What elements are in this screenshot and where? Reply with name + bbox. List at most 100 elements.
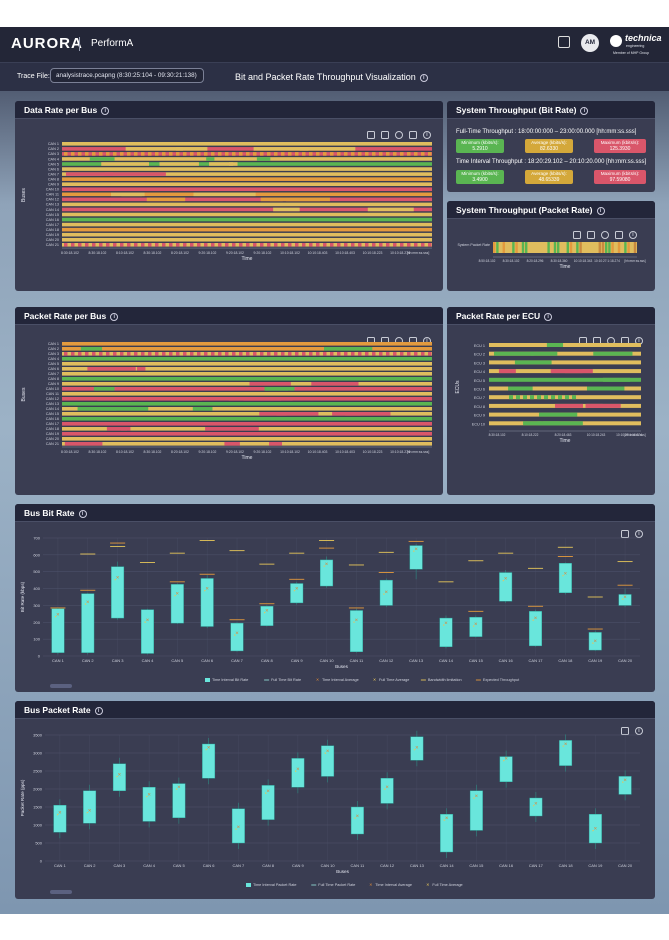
packet-ecu-info-icon[interactable]: i	[544, 312, 553, 321]
full-average-marker: ▸	[295, 769, 297, 773]
heatmap-cell	[302, 352, 306, 356]
full-average-marker: ▸	[592, 641, 594, 645]
top-bar	[0, 27, 669, 63]
chart-info-icon[interactable]: i	[629, 230, 637, 239]
heatmap-cell	[295, 352, 299, 356]
heatmap-cell	[62, 237, 432, 242]
full-average-marker: ▸	[234, 633, 236, 637]
heatmap-cell	[400, 243, 404, 247]
heatmap-cell	[62, 442, 432, 446]
row-label: CAN 2	[48, 147, 59, 151]
heatmap-cell	[190, 243, 194, 247]
export-report-icon[interactable]	[558, 36, 570, 48]
box	[202, 743, 216, 779]
bus-bit-rate-chart[interactable]: 0 100 200 300 400 500 600 700 Bit Rate (kbps) CAN…	[15, 504, 655, 692]
heatmap-cell	[633, 242, 637, 253]
row-label: CAN 10	[46, 387, 59, 391]
heatmap-cell	[386, 152, 390, 156]
system-packet-heatmap[interactable]: System Packet Rate 8:50:18.102 8:30:18.102…	[447, 201, 655, 291]
download-icon[interactable]	[615, 231, 623, 239]
system-bit-header: System Throughput (Bit Rate) i	[447, 101, 655, 119]
x-tick-label: 9:20:18.102	[254, 450, 272, 454]
user-avatar[interactable]: AM	[581, 34, 599, 52]
heatmap-cell	[232, 352, 236, 356]
packet-ecu-title: Packet Rate per ECU i	[456, 311, 553, 321]
heatmap-cell	[274, 352, 278, 356]
download-icon[interactable]	[621, 727, 629, 735]
zoom-select-icon[interactable]	[367, 131, 375, 139]
heatmap-cell	[523, 395, 527, 400]
heatmap-cell	[530, 351, 558, 356]
average-marker: ✕	[266, 788, 270, 793]
data-rate-info-icon[interactable]: i	[101, 106, 110, 115]
row-label: CAN 19	[46, 233, 59, 237]
heatmap-cell	[579, 242, 582, 253]
row-label: CAN 13	[46, 203, 59, 207]
heatmap-cell	[62, 187, 432, 192]
full-average-marker: ▸	[592, 829, 594, 833]
heatmap-cell	[330, 352, 334, 356]
legend-label: Full Time Average	[379, 678, 409, 682]
bus-packet-rate-scroll-handle[interactable]	[50, 890, 72, 894]
heatmap-cell	[288, 352, 292, 356]
page-info-icon[interactable]: i	[419, 73, 428, 82]
packet-ecu-heatmap[interactable]: ECU 1 ECU 2 ECU 3 ECU 4 ECU 5 ECU 6 ECU 7 ECU 8…	[447, 307, 655, 495]
chart-info-icon[interactable]: i	[635, 529, 643, 538]
zoom-out-icon[interactable]	[381, 131, 389, 139]
box	[559, 740, 573, 766]
brand-subtitle: engineering	[626, 44, 645, 48]
zoom-out-icon[interactable]	[587, 231, 595, 239]
heatmap-cell	[260, 243, 264, 247]
heatmap-cell	[351, 152, 355, 156]
row-label: CAN 15	[46, 213, 59, 217]
heatmap-cell	[62, 222, 432, 227]
heatmap-cell	[85, 352, 89, 356]
box	[529, 611, 542, 647]
x-tick-label: CAN 10	[320, 658, 335, 663]
x-tick-label: 8:50:18.102	[479, 259, 496, 263]
heatmap-cell	[205, 427, 259, 431]
chart-info-icon[interactable]: i	[635, 726, 643, 735]
system-packet-info-icon[interactable]: i	[596, 206, 605, 215]
zoom-select-icon[interactable]	[573, 231, 581, 239]
heatmap-cell	[414, 352, 418, 356]
legend-label: Full Time Average	[432, 883, 462, 887]
row-label: CAN 21	[46, 243, 59, 247]
chart-info-icon[interactable]: i	[423, 130, 431, 139]
bus-packet-rate-chart[interactable]: 0 500 1000 1500 2000 2500 3000 3500 Packet Rate …	[15, 701, 655, 899]
download-icon[interactable]	[409, 131, 417, 139]
trace-file-select[interactable]: analysistrace.pcapng (8:30:25:104 - 09:3…	[50, 68, 204, 83]
heatmap-cell	[276, 412, 319, 416]
bus-packet-rate-info-icon[interactable]: i	[94, 706, 103, 715]
bus-bit-rate-scroll-handle[interactable]	[50, 684, 72, 688]
reset-icon[interactable]	[395, 131, 403, 139]
bus-bit-rate-info-icon[interactable]: i	[78, 509, 87, 518]
packet-rate-info-icon[interactable]: i	[110, 312, 119, 321]
y-tick-label: 200	[33, 620, 40, 625]
x-tick-label: 8:30:18.102	[89, 251, 107, 255]
heatmap-cell	[358, 243, 362, 247]
system-bit-panel: System Throughput (Bit Rate) i Full-Time …	[447, 101, 655, 192]
heatmap-cell	[249, 382, 291, 386]
reset-icon[interactable]	[601, 231, 609, 239]
x-tick-label: 8:30:18.102	[89, 450, 107, 454]
app-logo[interactable]: AURORA	[11, 35, 83, 52]
row-label: CAN 18	[46, 228, 59, 232]
heatmap-cell	[134, 152, 138, 156]
row-label: CAN 19	[46, 432, 59, 436]
row-label: CAN 12	[46, 397, 59, 401]
heatmap-cell	[593, 351, 633, 356]
system-bit-info-icon[interactable]: i	[580, 106, 589, 115]
metric-value: 3.4900	[472, 177, 488, 183]
x-tick-label: 8:30:18.102	[489, 433, 506, 437]
x-tick-label: CAN 17	[529, 658, 544, 663]
metric-value: 82.6330	[539, 146, 559, 152]
x-tick-label: CAN 7	[231, 658, 244, 663]
heatmap-cell	[106, 427, 127, 431]
heatmap-cell	[62, 437, 432, 441]
metric-label: Minimum (kbits/s):	[461, 140, 499, 145]
heatmap-cell	[192, 407, 213, 411]
download-icon[interactable]	[621, 530, 629, 538]
